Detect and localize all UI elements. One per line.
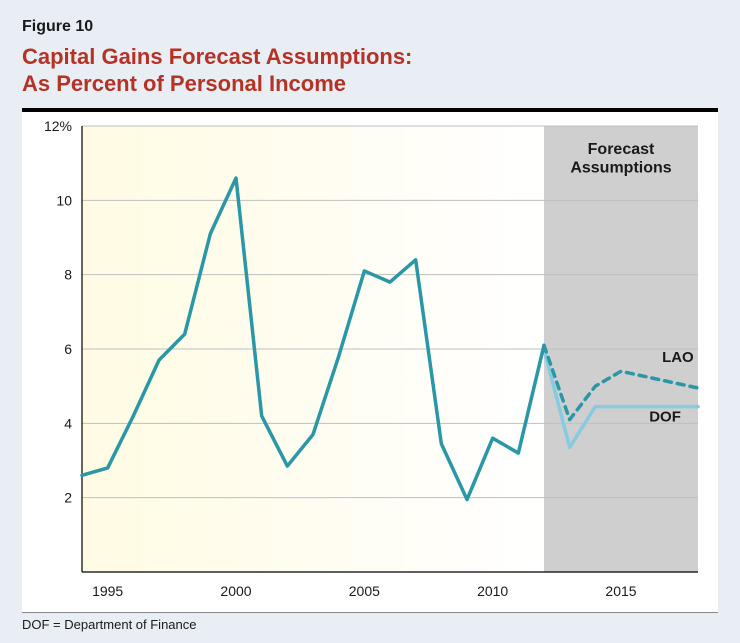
x-tick-label: 2015 (605, 583, 636, 599)
y-tick-label: 2 (64, 489, 72, 505)
series-label: DOF (649, 408, 681, 425)
y-tick-label: 10 (56, 192, 72, 208)
x-tick-label: 2000 (220, 583, 251, 599)
figure-title-line2: As Percent of Personal Income (22, 71, 346, 96)
x-tick-label: 1995 (92, 583, 123, 599)
x-tick-label: 2010 (477, 583, 508, 599)
chart-area: 24681012%19952000200520102015ForecastAss… (22, 112, 718, 612)
y-tick-label: 6 (64, 341, 72, 357)
y-tick-label: 12% (44, 118, 72, 134)
footnote: DOF = Department of Finance (22, 612, 718, 632)
figure-title-line1: Capital Gains Forecast Assumptions: (22, 44, 412, 69)
y-tick-label: 8 (64, 266, 72, 282)
series-label: LAO (662, 349, 694, 366)
figure-title: Capital Gains Forecast Assumptions: As P… (22, 44, 718, 98)
y-tick-label: 4 (64, 415, 72, 431)
figure-container: Figure 10 Capital Gains Forecast Assumpt… (0, 0, 740, 643)
chart-svg: 24681012%19952000200520102015ForecastAss… (22, 112, 718, 612)
x-tick-label: 2005 (349, 583, 380, 599)
figure-number: Figure 10 (22, 18, 718, 36)
